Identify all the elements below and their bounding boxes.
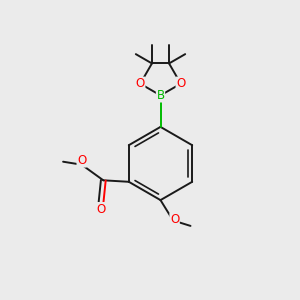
Text: O: O bbox=[136, 77, 145, 90]
Text: O: O bbox=[170, 213, 179, 226]
Text: O: O bbox=[77, 154, 86, 167]
Text: B: B bbox=[156, 89, 165, 102]
Text: O: O bbox=[176, 77, 185, 90]
Text: O: O bbox=[96, 202, 106, 216]
